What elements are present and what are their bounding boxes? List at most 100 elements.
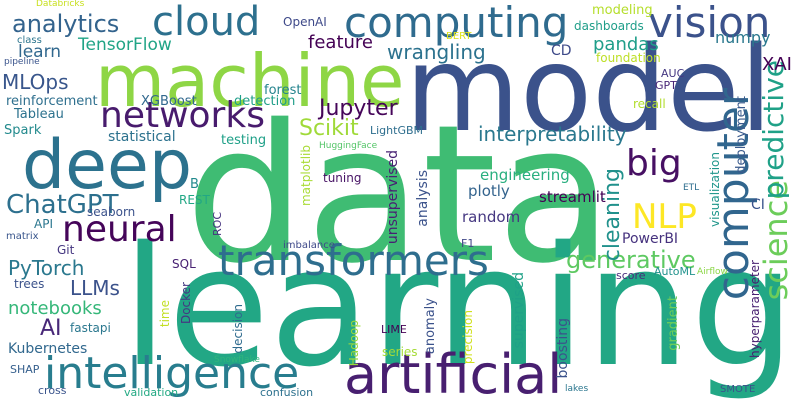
word-testing: testing: [221, 133, 267, 148]
word-PyTorch: PyTorch: [8, 256, 85, 280]
word-machine: machine: [95, 39, 405, 123]
word-PowerBI: PowerBI: [622, 231, 679, 247]
word-BERT: BERT: [446, 31, 472, 42]
word-reinforcement: reinforcement: [6, 94, 98, 109]
word-vision: vision: [648, 0, 771, 47]
word-fastapi: fastapi: [70, 321, 111, 335]
word-analytics: analytics: [12, 10, 120, 38]
word-XGBoost: XGBoost: [141, 94, 197, 109]
word-Spark: Spark: [4, 123, 42, 138]
word-Hadoop: Hadoop: [347, 320, 361, 367]
word-seaborn: seaborn: [87, 205, 136, 219]
word-boosting: boosting: [555, 318, 571, 379]
word-LIME: LIME: [381, 323, 407, 336]
word-TensorFlow: TensorFlow: [78, 35, 172, 55]
word-plotly: plotly: [468, 182, 510, 200]
word-SHAP: SHAP: [10, 363, 40, 376]
word-deployment: deployment: [734, 96, 749, 174]
word-neural: neural: [62, 209, 177, 250]
word-tuning: tuning: [323, 171, 362, 185]
word-analysis: analysis: [415, 170, 431, 227]
word-supervised: supervised: [511, 272, 527, 349]
word-CD: CD: [551, 43, 572, 59]
word-MLOps: MLOps: [2, 70, 69, 94]
word-matplotlib: matplotlib: [299, 145, 313, 207]
word-decision: decision: [231, 304, 245, 354]
word-deep: deep: [22, 126, 192, 205]
word-SQL: SQL: [172, 257, 196, 271]
word-CI: CI: [751, 197, 765, 213]
word-streamlit: streamlit: [539, 188, 606, 206]
word-gradient: gradient: [666, 296, 681, 351]
word-statistical: statistical: [108, 129, 176, 145]
word-Snowflake: Snowflake: [214, 355, 260, 365]
word-data: data: [185, 84, 613, 305]
word-learning: learning: [122, 211, 796, 400]
word-cleaning: cleaning: [600, 168, 625, 262]
word-anomaly: anomaly: [423, 298, 438, 355]
word-predictive: predictive: [757, 60, 790, 200]
word-F1: F1: [461, 237, 475, 250]
word-generative: generative: [566, 246, 696, 274]
word-matrix: matrix: [6, 231, 39, 242]
word-Git: Git: [57, 243, 75, 257]
word-engineering: engineering: [480, 166, 570, 184]
word-Tableau: Tableau: [14, 107, 64, 122]
word-computing: computing: [344, 0, 569, 47]
word-transformers: transformers: [218, 236, 489, 285]
word-validation: validation: [124, 386, 179, 399]
word-artificial: artificial: [344, 343, 563, 400]
word-time: time: [158, 300, 172, 328]
word-Kubernetes: Kubernetes: [8, 341, 88, 357]
word-random: random: [462, 208, 521, 226]
word-HuggingFace: HuggingFace: [319, 141, 378, 151]
word-numpy: numpy: [715, 28, 771, 47]
word-class: class: [17, 35, 42, 46]
word-precision: precision: [461, 310, 475, 365]
word-detection: detection: [234, 94, 296, 109]
word-modeling: modeling: [592, 3, 653, 18]
word-ETL: ETL: [683, 183, 700, 193]
word-visualization: visualization: [708, 152, 722, 227]
word-LLMs: LLMs: [70, 276, 120, 300]
word-unsupervised: unsupervised: [385, 150, 401, 245]
word-ROC: ROC: [211, 212, 224, 236]
word-Airflow: Airflow: [697, 267, 728, 277]
word-interpretability: interpretability: [478, 122, 627, 146]
word-LightGBM: LightGBM: [370, 124, 424, 137]
word-recall: recall: [633, 97, 666, 111]
word-GPT: GPT: [655, 79, 677, 92]
word-notebooks: notebooks: [8, 298, 102, 319]
word-SMOTE: SMOTE: [720, 384, 756, 395]
word-forest: forest: [264, 83, 302, 98]
word-ChatGPT: ChatGPT: [6, 190, 119, 220]
word-model: model: [405, 20, 773, 158]
word-feature: feature: [308, 32, 373, 53]
word-NLP: NLP: [632, 197, 697, 237]
word-XAI: XAI: [762, 54, 792, 75]
word-AI: AI: [40, 316, 62, 341]
word-lakes: lakes: [565, 384, 589, 394]
word-B: B: [190, 177, 199, 192]
word-REST: REST: [179, 193, 210, 207]
word-OpenAI: OpenAI: [283, 15, 327, 29]
word-dashboards: dashboards: [574, 19, 644, 33]
word-AUC: AUC: [661, 67, 685, 80]
word-score: score: [616, 269, 646, 282]
word-foundation: foundation: [596, 51, 661, 65]
word-learn: learn: [18, 42, 62, 62]
word-Databricks: Databricks: [36, 0, 85, 9]
word-Scikit: Scikit: [299, 116, 359, 141]
word-cloud: cloud: [152, 0, 261, 45]
word-wrangling: wrangling: [387, 40, 486, 64]
word-series: series: [382, 345, 418, 359]
word-pipeline: pipeline: [4, 57, 40, 67]
word-pandas: pandas: [593, 34, 659, 55]
word-Jupyter: Jupyter: [319, 96, 398, 121]
word-AutoML: AutoML: [654, 265, 696, 278]
word-big: big: [626, 143, 682, 184]
word-Docker: Docker: [179, 282, 193, 325]
word-imbalance: imbalance: [283, 240, 335, 251]
word-cross: cross: [38, 384, 67, 397]
